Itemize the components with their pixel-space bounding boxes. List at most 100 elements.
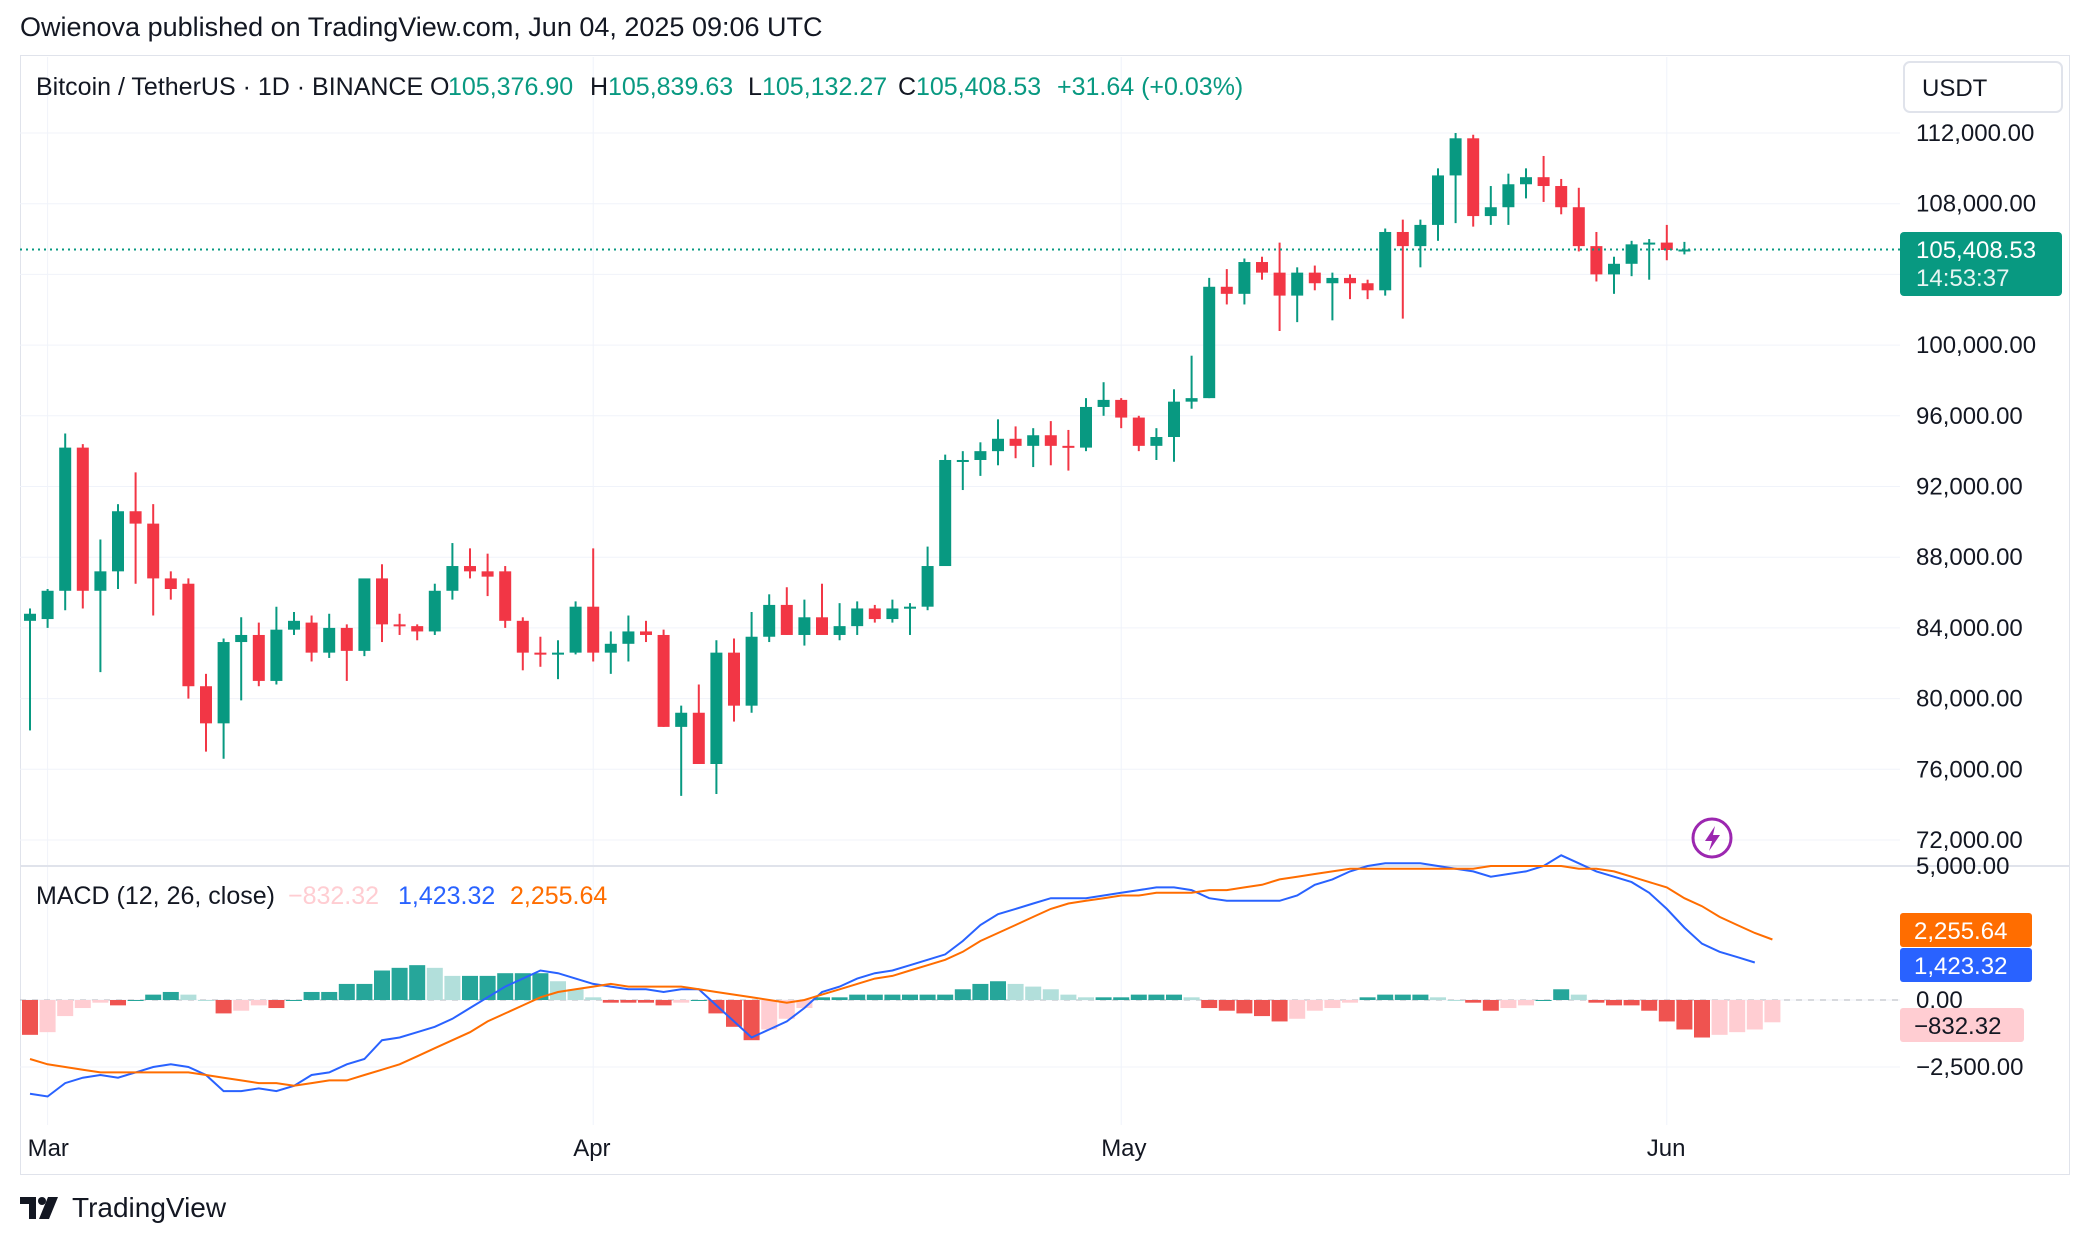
candle — [921, 546, 934, 611]
candle — [657, 629, 670, 727]
candle-body — [1678, 249, 1691, 252]
date-axis-label: Apr — [573, 1135, 610, 1162]
candle-body — [728, 652, 740, 706]
candle — [1185, 355, 1198, 409]
price-axis-label: 100,000.00 — [1916, 332, 2036, 359]
candle-body — [745, 636, 758, 706]
candle-body — [59, 447, 72, 591]
candle — [129, 472, 142, 584]
candle-body — [217, 642, 230, 724]
candle-body — [851, 608, 864, 627]
candle — [1467, 134, 1480, 227]
candle-body — [446, 566, 459, 591]
candle — [340, 624, 353, 681]
macd-histogram-bar — [831, 997, 848, 1000]
currency-label: USDT — [1922, 75, 1988, 102]
candle-body — [481, 571, 494, 577]
candle-body — [622, 631, 635, 644]
macd-axis-label: 5,000.00 — [1916, 853, 2009, 880]
macd-histogram-bar — [426, 967, 443, 1000]
macd-histogram-bar — [1394, 994, 1411, 1000]
footer: TradingView — [20, 1192, 226, 1224]
candle — [464, 548, 476, 579]
candle — [939, 454, 952, 567]
candle-body — [112, 511, 124, 572]
candle-body — [640, 631, 652, 635]
macd-histogram-bar — [1606, 1000, 1622, 1006]
macd-histogram-bar — [1218, 1000, 1235, 1011]
candle-body — [323, 627, 336, 653]
macd-histogram-bar — [655, 1000, 672, 1006]
macd-histogram-bar — [1553, 989, 1570, 1000]
macd-tag-value: 1,423.32 — [1914, 953, 2007, 980]
candle — [534, 636, 547, 667]
macd-histogram-bar — [268, 1000, 285, 1009]
candle-body — [868, 608, 881, 620]
candle — [446, 543, 459, 600]
macd-histogram-bar — [92, 1000, 109, 1003]
macd-histogram-bar — [233, 1000, 250, 1011]
candle-body — [710, 652, 723, 764]
macd-histogram-bar — [145, 994, 162, 1000]
macd-histogram-bar — [1306, 1000, 1323, 1011]
candle — [288, 611, 300, 635]
legend-low-label: L — [748, 73, 762, 101]
candle — [904, 603, 916, 635]
macd-histogram-bar — [673, 1000, 690, 1003]
candle-body — [252, 634, 265, 681]
macd-histogram-bar — [638, 1000, 654, 1003]
currency-box[interactable] — [1903, 61, 2063, 113]
candle-body — [1044, 435, 1057, 446]
macd-histogram-bar — [690, 1000, 707, 1001]
macd-histogram-bar — [1711, 1000, 1728, 1035]
price-axis-label: 108,000.00 — [1916, 191, 2036, 218]
macd-histogram-bar — [550, 981, 566, 1000]
macd-histogram-bar — [1113, 997, 1130, 1000]
date-axis-label: Mar — [28, 1135, 69, 1162]
candle — [728, 638, 740, 722]
candle-body — [1185, 398, 1198, 402]
legend-open-label: O — [430, 73, 449, 101]
candle-body — [657, 634, 670, 727]
macd-histogram-bar — [1430, 997, 1446, 1000]
price-axis-label: 72,000.00 — [1916, 827, 2023, 854]
hist-tag-value: −832.32 — [1914, 1013, 2001, 1040]
macd-histogram-bar — [919, 994, 936, 1000]
price-axis-label: 88,000.00 — [1916, 544, 2023, 571]
legend-close-label: C — [898, 73, 916, 101]
lightning-icon[interactable] — [1691, 817, 1733, 859]
candle-body — [1062, 445, 1075, 448]
macd-histogram-bar — [338, 983, 355, 1000]
tradingview-logo-icon — [20, 1197, 58, 1219]
candle-body — [516, 620, 529, 653]
candle — [1344, 274, 1356, 300]
candle — [1484, 186, 1497, 225]
candle-body — [129, 511, 142, 524]
candle — [1608, 256, 1620, 294]
macd-histogram-bar — [1148, 994, 1165, 1000]
candle-body — [393, 624, 406, 627]
macd-histogram-bar — [1447, 1000, 1464, 1001]
candle — [710, 640, 723, 795]
macd-histogram-bar — [250, 1000, 267, 1006]
candle-body — [1361, 283, 1374, 291]
candle-body — [1080, 406, 1092, 448]
macd-histogram-bar — [1289, 1000, 1306, 1019]
macd-histogram-bar — [761, 1000, 778, 1030]
candle — [270, 606, 283, 685]
macd-histogram-bar — [1694, 1000, 1710, 1038]
macd-histogram-bar — [1183, 997, 1200, 1000]
macd-histogram-bar — [1025, 986, 1042, 1000]
signal-tag — [1900, 913, 2032, 947]
candle-body — [780, 604, 793, 635]
candle-body — [24, 613, 36, 621]
macd-histogram-bar — [1007, 983, 1024, 1000]
macd-histogram-bar — [1676, 1000, 1693, 1030]
candle — [1537, 155, 1550, 202]
candle-body — [1326, 277, 1339, 284]
macd-histogram-bar — [374, 970, 390, 1000]
macd-histogram-bar — [215, 1000, 232, 1014]
candle — [1291, 267, 1304, 323]
candle — [1643, 239, 1656, 280]
